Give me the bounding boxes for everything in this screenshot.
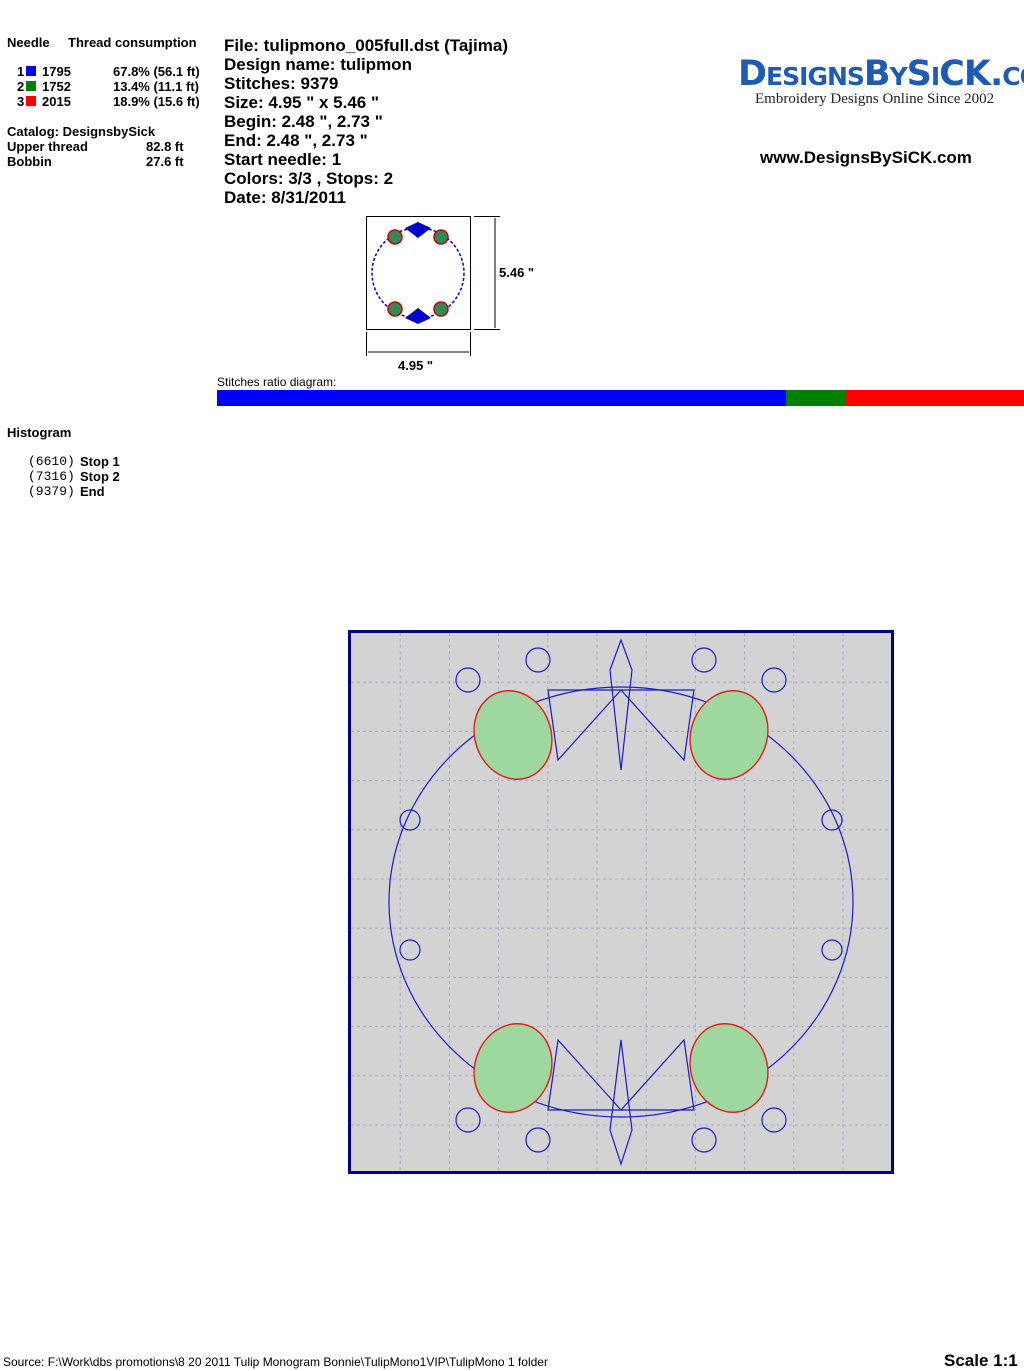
needle-code: 1752 <box>42 79 71 94</box>
needle-header: Needle <box>7 35 50 50</box>
file-info: File: tulipmono_005full.dst (Tajima) Desi… <box>224 36 508 207</box>
info-line: Size: 4.95 " x 5.46 " <box>224 93 380 112</box>
ratio-segment <box>217 390 786 406</box>
histogram-title: Histogram <box>7 425 72 440</box>
stop-count: (7316) <box>28 469 75 484</box>
ratio-segment <box>785 390 846 406</box>
needle-consumption: 18.9% (15.6 ft) <box>113 94 200 109</box>
info-line: Begin: 2.48 ", 2.73 " <box>224 112 383 131</box>
needle-index: 1 <box>17 64 25 79</box>
ratio-bar <box>217 390 1024 406</box>
design-preview <box>348 630 894 1174</box>
stop-label: Stop 1 <box>80 454 120 469</box>
needle-swatch <box>26 96 36 106</box>
catalog-title: Catalog: DesignsbySick <box>7 124 156 139</box>
preview-frame <box>348 630 894 1174</box>
info-line: Date: 8/31/2011 <box>224 188 346 207</box>
info-line: Stitches: 9379 <box>224 74 339 93</box>
needle-index: 3 <box>17 94 25 109</box>
needle-consumption: 67.8% (56.1 ft) <box>113 64 200 79</box>
catalog-label: Bobbin <box>7 154 52 169</box>
catalog-value: 27.6 ft <box>146 154 184 169</box>
thumb-tulips <box>387 229 449 317</box>
needle-code: 1795 <box>42 64 71 79</box>
needle-swatch <box>26 81 36 91</box>
needle-swatch <box>26 66 36 76</box>
tulips <box>473 690 769 1113</box>
stop-count: (9379) <box>28 484 75 499</box>
thumbnail: 5.46 " 4.95 " <box>366 216 534 373</box>
info-line: Colors: 3/3 , Stops: 2 <box>224 169 394 188</box>
logo: DesignsBySiCK.com <box>738 54 1024 94</box>
info-line: Design name: tulipmon <box>224 55 412 74</box>
info-line: File: tulipmono_005full.dst (Tajima) <box>224 36 508 55</box>
consumption-header: Thread consumption <box>68 35 197 50</box>
logo-tagline: Embroidery Designs Online Since 2002 <box>755 91 995 107</box>
info-line: End: 2.48 ", 2.73 " <box>224 131 368 150</box>
scale-label: Scale 1:1 <box>944 1351 1018 1370</box>
stop-count: (6610) <box>28 454 75 469</box>
height-label: 5.46 " <box>499 265 534 280</box>
catalog-label: Upper thread <box>7 139 88 154</box>
needle-index: 2 <box>17 79 25 94</box>
needle-consumption: 13.4% (11.1 ft) <box>113 79 199 94</box>
preview-grid <box>351 633 891 1171</box>
catalog-value: 82.8 ft <box>146 139 184 154</box>
ratio-label: Stitches ratio diagram: <box>217 375 337 389</box>
info-line: Start needle: 1 <box>224 150 342 169</box>
source-path: Source: F:\Work\dbs promotions\8 20 2011… <box>3 1355 548 1369</box>
width-label: 4.95 " <box>398 358 433 373</box>
stop-label: Stop 2 <box>80 469 120 484</box>
wreath <box>388 638 854 1166</box>
needle-code: 2015 <box>42 94 71 109</box>
ratio-segment <box>845 390 1024 406</box>
stop-label: End <box>80 484 105 499</box>
website: www.DesignsBySiCK.com <box>760 148 972 167</box>
